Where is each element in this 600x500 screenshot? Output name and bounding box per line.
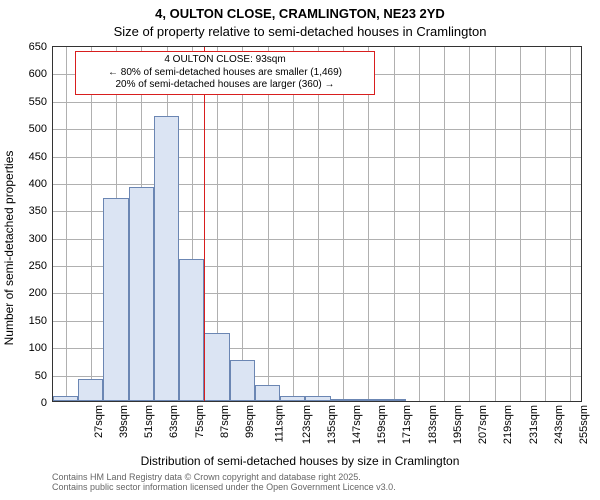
gridline-v: [343, 47, 344, 401]
x-tick-label: 183sqm: [427, 405, 439, 444]
y-tick-label: 0: [41, 397, 47, 409]
x-tick-label: 99sqm: [244, 405, 256, 438]
chart-title-line1: 4, OULTON CLOSE, CRAMLINGTON, NE23 2YD: [0, 6, 600, 21]
x-tick-label: 159sqm: [376, 405, 388, 444]
annotation-line-1: 4 OULTON CLOSE: 93sqm: [82, 54, 368, 67]
y-tick-label: 150: [29, 315, 47, 327]
y-tick-label: 600: [29, 68, 47, 80]
x-tick-label: 207sqm: [477, 405, 489, 444]
y-tick-label: 450: [29, 151, 47, 163]
gridline-v: [495, 47, 496, 401]
y-tick-label: 500: [29, 123, 47, 135]
x-tick-label: 39sqm: [118, 405, 130, 438]
x-axis-title: Distribution of semi-detached houses by …: [0, 454, 600, 468]
gridline-h: [53, 157, 581, 158]
histogram-bar: [154, 116, 179, 401]
gridline-v: [444, 47, 445, 401]
histogram-bar: [53, 396, 78, 401]
histogram-bar: [255, 385, 280, 401]
x-tick-label: 219sqm: [503, 405, 515, 444]
x-tick-label: 27sqm: [93, 405, 105, 438]
x-tick-label: 51sqm: [143, 405, 155, 438]
gridline-v: [318, 47, 319, 401]
histogram-bar: [331, 399, 356, 401]
chart-root: 4, OULTON CLOSE, CRAMLINGTON, NE23 2YD S…: [0, 0, 600, 500]
x-tick-label: 111sqm: [274, 405, 286, 443]
chart-title-line2: Size of property relative to semi-detach…: [0, 24, 600, 39]
gridline-v: [242, 47, 243, 401]
histogram-bar: [204, 333, 229, 401]
histogram-bar: [129, 187, 154, 401]
y-tick-label: 350: [29, 205, 47, 217]
gridline-v: [545, 47, 546, 401]
gridline-h: [53, 102, 581, 103]
property-size-marker: [204, 47, 205, 401]
gridline-v: [570, 47, 571, 401]
gridline-v: [368, 47, 369, 401]
footer-attribution: Contains HM Land Registry data © Crown c…: [52, 472, 590, 493]
y-tick-label: 400: [29, 178, 47, 190]
annotation-line-2: ← 80% of semi-detached houses are smalle…: [82, 67, 368, 80]
x-tick-label: 171sqm: [402, 405, 414, 444]
x-tick-label: 135sqm: [326, 405, 338, 444]
x-tick-label: 243sqm: [553, 405, 565, 444]
y-tick-label: 200: [29, 287, 47, 299]
gridline-v: [419, 47, 420, 401]
x-tick-label: 63sqm: [168, 405, 180, 438]
x-tick-label: 75sqm: [194, 405, 206, 438]
gridline-v: [66, 47, 67, 401]
gridline-v: [394, 47, 395, 401]
plot-area: 0501001502002503003504004505005506006502…: [52, 46, 582, 402]
histogram-bar: [179, 259, 204, 401]
y-tick-label: 650: [29, 41, 47, 53]
histogram-bar: [78, 379, 103, 401]
gridline-v: [469, 47, 470, 401]
y-tick-label: 100: [29, 342, 47, 354]
gridline-h: [53, 129, 581, 130]
y-axis-title: Number of semi-detached properties: [2, 151, 16, 346]
histogram-bar: [356, 399, 381, 401]
x-tick-label: 231sqm: [528, 405, 540, 444]
gridline-v: [520, 47, 521, 401]
gridline-v: [293, 47, 294, 401]
gridline-v: [91, 47, 92, 401]
histogram-bar: [381, 399, 406, 401]
gridline-h: [53, 184, 581, 185]
footer-line2: Contains public sector information licen…: [52, 482, 590, 492]
x-tick-label: 147sqm: [351, 405, 363, 444]
x-tick-label: 87sqm: [219, 405, 231, 438]
histogram-bar: [280, 396, 305, 401]
annotation-box: 4 OULTON CLOSE: 93sqm← 80% of semi-detac…: [75, 51, 375, 95]
footer-line1: Contains HM Land Registry data © Crown c…: [52, 472, 590, 482]
histogram-bar: [230, 360, 255, 401]
x-tick-label: 195sqm: [452, 405, 464, 444]
annotation-line-3: 20% of semi-detached houses are larger (…: [82, 79, 368, 92]
y-tick-label: 550: [29, 96, 47, 108]
histogram-bar: [103, 198, 128, 401]
y-tick-label: 250: [29, 260, 47, 272]
y-tick-label: 50: [35, 370, 47, 382]
x-tick-label: 255sqm: [578, 405, 590, 444]
gridline-v: [268, 47, 269, 401]
x-tick-label: 123sqm: [301, 405, 313, 444]
histogram-bar: [305, 396, 330, 401]
y-tick-label: 300: [29, 233, 47, 245]
